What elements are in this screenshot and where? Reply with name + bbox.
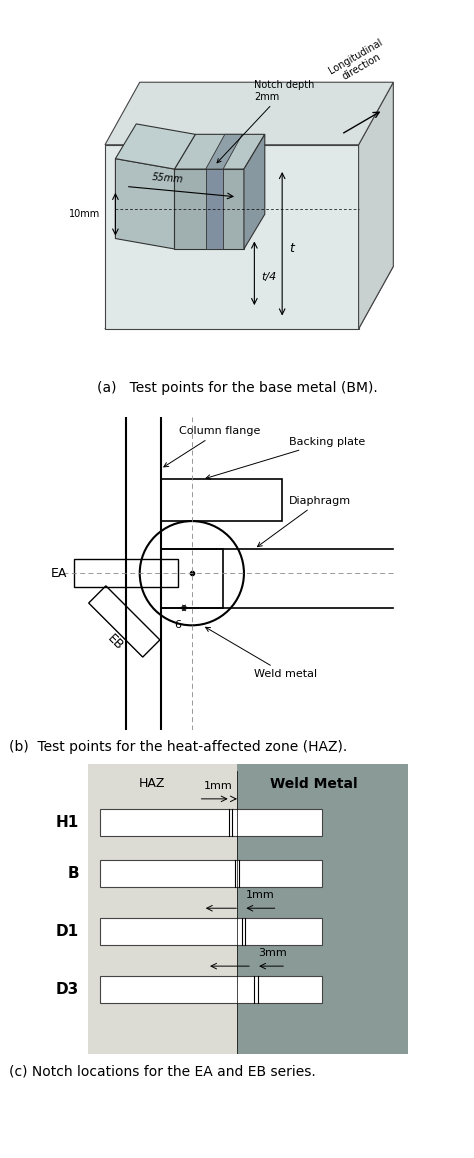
Polygon shape [206, 169, 223, 249]
Bar [100, 808, 322, 836]
Text: Diaphragm: Diaphragm [257, 496, 351, 547]
Text: 3mm: 3mm [258, 948, 287, 958]
Text: Notch depth
2mm: Notch depth 2mm [217, 80, 315, 163]
Text: 10mm: 10mm [69, 210, 100, 219]
Text: Longitudinal
direction: Longitudinal direction [327, 37, 390, 86]
Polygon shape [105, 82, 393, 145]
Text: D1: D1 [56, 924, 79, 939]
Bar [161, 479, 282, 521]
Polygon shape [105, 266, 393, 329]
Text: H1: H1 [56, 815, 79, 829]
Bar [100, 976, 322, 1003]
Polygon shape [359, 82, 393, 329]
Text: 1mm: 1mm [246, 891, 274, 900]
Text: 55mm: 55mm [151, 173, 183, 185]
Bar [237, 764, 408, 1054]
Text: Weld Metal: Weld Metal [270, 777, 357, 791]
Text: (b)  Test points for the heat-affected zone (HAZ).: (b) Test points for the heat-affected zo… [9, 740, 348, 754]
Text: t/4: t/4 [261, 272, 276, 281]
Polygon shape [244, 134, 265, 249]
Bar [161, 549, 223, 608]
Polygon shape [115, 159, 174, 249]
Bar [74, 559, 178, 587]
Text: EA: EA [50, 566, 67, 580]
Polygon shape [174, 134, 265, 169]
Text: EB: EB [105, 632, 126, 653]
Text: (c) Notch locations for the EA and EB series.: (c) Notch locations for the EA and EB se… [9, 1064, 316, 1078]
Text: D3: D3 [56, 982, 79, 997]
Text: 6: 6 [174, 621, 182, 630]
Bar [100, 860, 322, 887]
Bar [88, 764, 237, 1054]
Polygon shape [105, 145, 359, 329]
Text: (a)   Test points for the base metal (BM).: (a) Test points for the base metal (BM). [97, 381, 377, 395]
Text: B: B [67, 866, 79, 881]
Polygon shape [206, 134, 242, 169]
Text: Column flange: Column flange [164, 426, 260, 467]
Text: Weld metal: Weld metal [206, 628, 318, 680]
Text: 1mm: 1mm [204, 780, 233, 791]
Polygon shape [115, 124, 195, 169]
Text: Backing plate: Backing plate [206, 437, 365, 479]
Bar [100, 918, 322, 945]
Text: HAZ: HAZ [138, 777, 165, 790]
Text: t: t [289, 242, 294, 256]
Polygon shape [174, 169, 244, 249]
